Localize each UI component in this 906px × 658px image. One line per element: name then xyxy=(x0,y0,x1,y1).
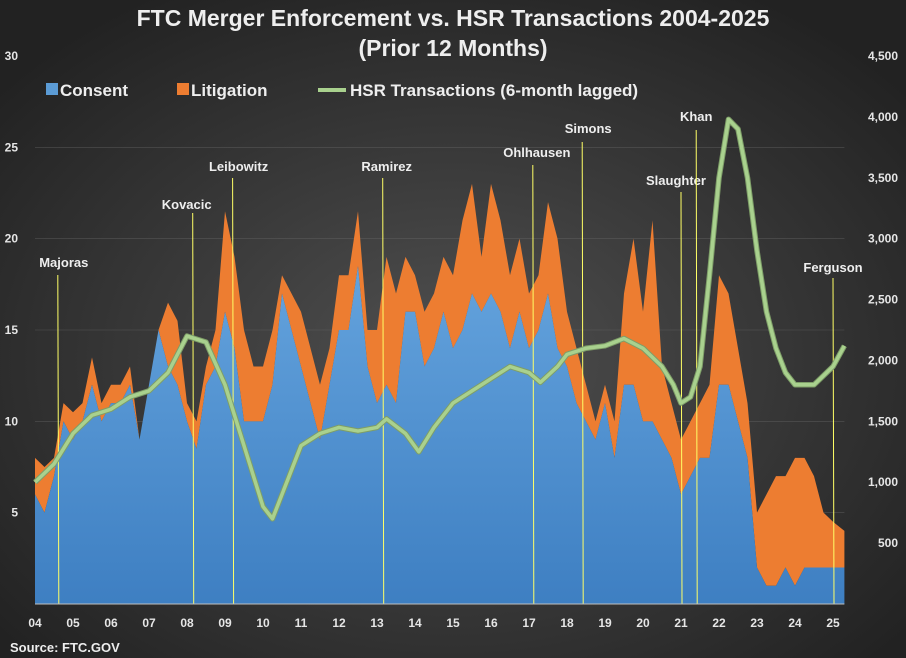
legend-swatch-litigation xyxy=(177,83,189,95)
marker-label-simons: Simons xyxy=(565,121,612,136)
left-axis-tick: 10 xyxy=(5,414,19,428)
x-axis-tick: 25 xyxy=(826,616,840,630)
x-axis-tick: 19 xyxy=(598,616,612,630)
marker-line-kovacic xyxy=(192,212,195,605)
x-axis-tick: 13 xyxy=(370,616,384,630)
chart-title: FTC Merger Enforcement vs. HSR Transacti… xyxy=(137,5,770,31)
x-axis-tick: 18 xyxy=(560,616,574,630)
marker-line-simons xyxy=(581,141,584,605)
right-axis-tick: 4,500 xyxy=(868,49,898,63)
left-axis-tick: 20 xyxy=(5,232,19,246)
right-axis-tick: 1,000 xyxy=(868,475,898,489)
marker-line-ramirez xyxy=(382,177,385,605)
marker-line-ferguson xyxy=(832,277,835,605)
commissioner-markers: Majoras Kovacic Leibowitz Ramirez Ohlhausen S… xyxy=(39,109,863,605)
litigation-area xyxy=(35,183,845,586)
left-axis-tick: 25 xyxy=(5,140,19,154)
x-axis-tick: 09 xyxy=(218,616,232,630)
right-axis-tick: 4,000 xyxy=(868,110,898,124)
marker-label-ferguson: Ferguson xyxy=(803,260,862,275)
marker-line-leibowitz xyxy=(232,177,235,605)
right-axis-tick: 500 xyxy=(878,536,898,550)
source-note: Source: FTC.GOV xyxy=(10,640,120,655)
x-axis-tick: 05 xyxy=(66,616,80,630)
legend-label-hsr: HSR Transactions (6-month lagged) xyxy=(350,81,638,100)
hsr-line xyxy=(33,117,846,521)
axes: 5 10 15 20 25 30 500 1,000 1,500 2,000 2,500 3,000 3… xyxy=(5,49,899,630)
right-axis-tick: 3,500 xyxy=(868,171,898,185)
x-axis-tick: 10 xyxy=(256,616,270,630)
marker-label-kovacic: Kovacic xyxy=(162,197,212,212)
left-axis-tick: 30 xyxy=(5,49,19,63)
x-axis-tick: 20 xyxy=(636,616,650,630)
x-axis-tick: 21 xyxy=(674,616,688,630)
right-axis-tick: 2,500 xyxy=(868,293,898,307)
right-axis-tick: 1,500 xyxy=(868,414,898,428)
marker-label-majoras: Majoras xyxy=(39,255,88,270)
legend-label-litigation: Litigation xyxy=(191,81,267,100)
x-axis-tick: 12 xyxy=(332,616,346,630)
x-axis-tick: 22 xyxy=(712,616,726,630)
x-axis-tick: 15 xyxy=(446,616,460,630)
legend-label-consent: Consent xyxy=(60,81,128,100)
marker-label-leibowitz: Leibowitz xyxy=(209,159,269,174)
left-axis-tick: 15 xyxy=(5,323,19,337)
right-axis-tick: 2,000 xyxy=(868,353,898,367)
x-axis-tick: 06 xyxy=(104,616,118,630)
x-axis-tick: 14 xyxy=(408,616,422,630)
x-axis-tick: 04 xyxy=(28,616,42,630)
x-axis-tick: 23 xyxy=(750,616,764,630)
hsr-line-group xyxy=(33,116,847,522)
marker-line-ohlhausen xyxy=(532,164,535,605)
legend-swatch-consent xyxy=(46,83,58,95)
x-axis-tick: 16 xyxy=(484,616,498,630)
right-axis-tick: 3,000 xyxy=(868,232,898,246)
x-axis-tick: 07 xyxy=(142,616,156,630)
marker-label-ramirez: Ramirez xyxy=(361,159,412,174)
x-axis-tick: 11 xyxy=(295,616,308,630)
marker-label-khan: Khan xyxy=(680,109,713,124)
chart-subtitle: (Prior 12 Months) xyxy=(358,35,547,61)
stacked-areas xyxy=(35,183,845,604)
legend: Consent Litigation HSR Transactions (6-m… xyxy=(46,81,638,100)
marker-label-ohlhausen: Ohlhausen xyxy=(503,145,570,160)
marker-line-khan xyxy=(695,129,698,605)
marker-label-slaughter: Slaughter xyxy=(646,173,706,188)
x-axis-tick: 24 xyxy=(788,616,802,630)
x-axis-tick: 17 xyxy=(522,616,536,630)
marker-line-majoras xyxy=(57,274,60,605)
left-axis-tick: 5 xyxy=(11,506,18,520)
x-axis-tick: 08 xyxy=(180,616,194,630)
consent-area xyxy=(35,266,845,604)
